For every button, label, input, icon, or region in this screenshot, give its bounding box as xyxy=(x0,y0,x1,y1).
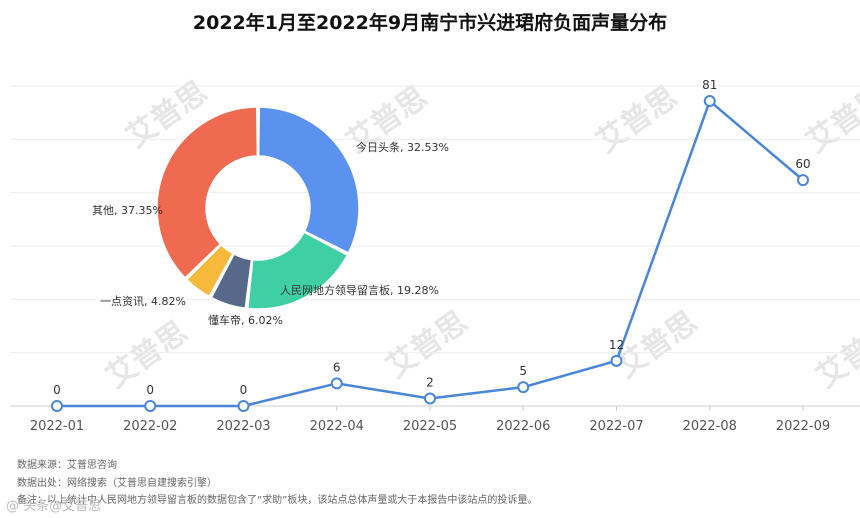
data-point xyxy=(517,381,530,394)
remark-note: 备注：以上统计中人民网地方领导留言板的数据包含了“求助”板块，该站点总体声量或大… xyxy=(17,495,538,506)
x-tick-label: 2022-09 xyxy=(776,419,830,434)
data-label: 0 xyxy=(53,383,61,397)
pie-slice-label: 今日头条, 32.53% xyxy=(356,140,449,154)
pie-slice xyxy=(257,106,360,254)
data-point xyxy=(237,400,250,412)
data-label: 2 xyxy=(426,375,434,389)
data-point xyxy=(424,392,436,405)
x-tick-label: 2022-02 xyxy=(123,419,177,434)
x-tick-label: 2022-06 xyxy=(496,419,550,434)
data-point xyxy=(330,377,343,390)
data-label: 0 xyxy=(146,383,154,397)
data-label: 5 xyxy=(519,364,527,378)
data-label: 0 xyxy=(240,383,248,397)
x-tick-label: 2022-08 xyxy=(683,419,737,434)
data-point xyxy=(703,95,716,108)
x-tick-label: 2022-05 xyxy=(403,419,457,434)
pie-slice xyxy=(185,243,234,298)
data-origin-note: 数据出处：网络搜索（艾普思自建搜索引擎） xyxy=(17,478,217,489)
data-label: 60 xyxy=(795,157,810,171)
x-tick-label: 2022-04 xyxy=(310,419,364,434)
pie-slice-label: 懂车帝, 6.02% xyxy=(208,313,283,327)
chart-title: 2022年1月至2022年9月南宁市兴进珺府负面声量分布 xyxy=(193,11,667,34)
pie-slice-label: 人民网地方领导留言板, 19.28% xyxy=(280,283,439,297)
data-point xyxy=(51,400,63,412)
pie-slice xyxy=(210,253,253,310)
data-label: 6 xyxy=(333,360,341,374)
pie-slice xyxy=(156,106,259,279)
footer-logo: @ 头条@艾普思 xyxy=(6,499,102,514)
pie-slice-label: 一点资讯, 4.82% xyxy=(100,295,186,308)
x-tick-label: 2022-07 xyxy=(589,419,643,434)
data-point xyxy=(610,354,623,367)
data-point xyxy=(144,400,157,412)
data-source-note: 数据来源：艾普思咨询 xyxy=(17,460,117,471)
data-label: 12 xyxy=(609,338,624,352)
data-label: 81 xyxy=(702,78,717,92)
x-tick-label: 2022-03 xyxy=(216,419,270,434)
data-point xyxy=(797,174,809,187)
pie-slice xyxy=(246,231,349,310)
x-tick-label: 2022-01 xyxy=(30,419,84,434)
pie-slice-label: 其他, 37.35% xyxy=(92,204,163,217)
